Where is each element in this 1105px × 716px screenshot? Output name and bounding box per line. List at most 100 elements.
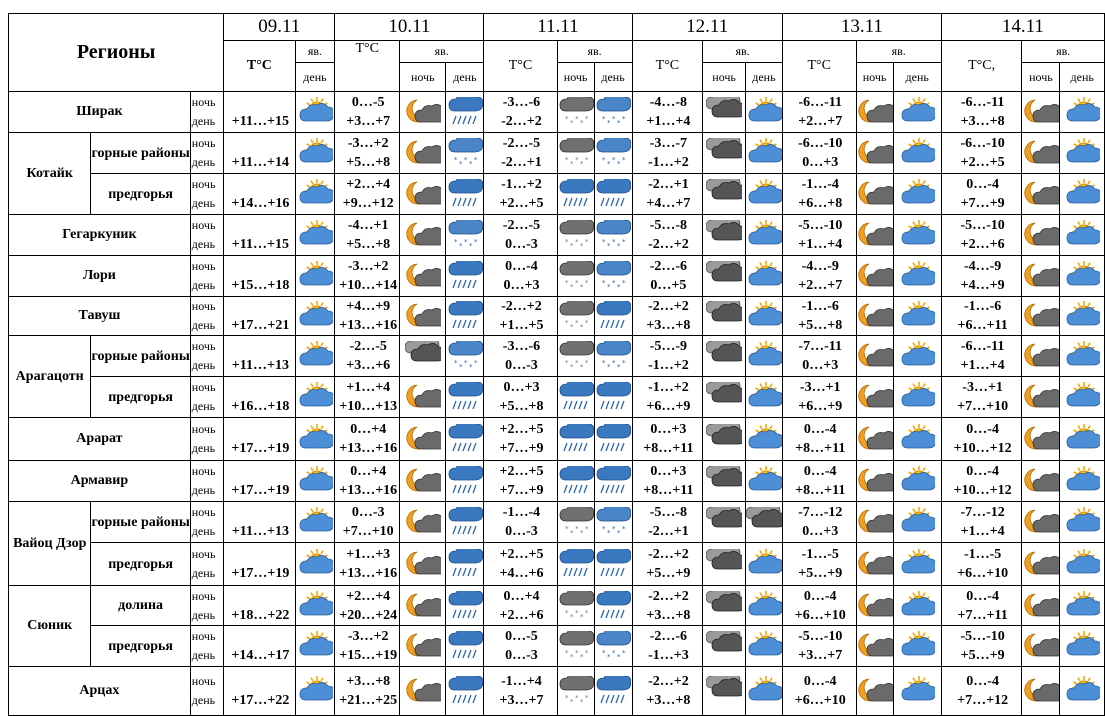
temp-day-d1: +10…+13 — [339, 399, 398, 414]
day-weather-icon-d1: * * * * * — [445, 132, 485, 174]
temp-night-d5: -1…-6 — [963, 299, 1002, 314]
svg-text:*: * — [617, 363, 621, 371]
night-weather-icon-d3 — [702, 255, 746, 297]
temp-d0: +17…+19 — [223, 542, 296, 586]
temp-night-d5: 0…-4 — [966, 588, 999, 604]
svg-text:*: * — [585, 525, 589, 533]
temp-day-d4: 0…+3 — [802, 358, 839, 373]
day-weather-icon-d5 — [1059, 417, 1105, 461]
night-day-labels: ночь день — [189, 666, 225, 716]
temp-night-d1: +3…+8 — [346, 674, 391, 689]
svg-text:*: * — [575, 694, 579, 702]
temp-d2: -3…-6 -2…+2 — [483, 91, 558, 133]
night-label: ночь — [191, 505, 216, 519]
svg-text:*: * — [459, 363, 463, 371]
temp-day-d3: +4…+7 — [646, 196, 691, 211]
night-weather-icon-d5 — [1021, 214, 1061, 256]
night-weather-icon-d1 — [399, 255, 447, 297]
svg-text:*: * — [570, 119, 574, 127]
night-weather-icon-d4 — [855, 417, 894, 461]
temp-d2: -2…+2 +1…+5 — [483, 296, 558, 336]
svg-text:*: * — [580, 529, 584, 537]
svg-text:*: * — [622, 525, 626, 533]
temp-day-d1: +10…+14 — [339, 278, 398, 293]
temp-d5: 0…-4 +10…+12 — [940, 417, 1023, 461]
day-header-1: день — [445, 62, 485, 92]
night-day-labels: ночь день — [189, 542, 225, 586]
temp-night-d1: +4…+9 — [346, 299, 391, 314]
temp-night-d2: -1…+2 — [501, 177, 542, 192]
regions-header: Регионы — [7, 13, 225, 92]
night-weather-icon-d5 — [1021, 255, 1061, 297]
day-label: день — [191, 524, 216, 538]
night-weather-icon-d1 — [399, 460, 447, 502]
temp-day-d0: +17…+22 — [231, 693, 290, 708]
temp-d5: -6…-10 +2…+5 — [940, 132, 1023, 174]
svg-text:*: * — [585, 319, 589, 327]
temp-day-d3: -1…+2 — [648, 155, 689, 170]
svg-text:*: * — [570, 242, 574, 250]
temp-d2: -2…-5 -2…+1 — [483, 132, 558, 174]
night-day-labels: ночь день — [189, 255, 225, 297]
table-row: Котайк горные районы ночь день +11…+14 -3…+2… — [7, 132, 1105, 215]
svg-text:*: * — [565, 238, 569, 246]
temp-night-d1: -3…+2 — [347, 629, 389, 644]
region-name: Арагацотн — [7, 335, 92, 418]
table-row: Тавуш ночь день +17…+21 +4…+9 +13…+16 -2…+2 +1… — [8, 296, 1105, 336]
night-weather-icon-d1 — [399, 666, 447, 716]
temp-night-d3: -4…-8 — [649, 95, 688, 110]
temp-d3: -5…-8 -2…+1 — [631, 501, 704, 543]
temp-night-d0 — [226, 378, 294, 397]
table-row: Арарат ночь день +17…+19 0…+4 +13…+16 +2…+5 +7… — [8, 417, 1105, 461]
day-weather-icon-d4 — [892, 666, 942, 716]
svg-text:*: * — [612, 279, 616, 287]
weather-icon-d0 — [294, 173, 336, 215]
temp-night-d0 — [226, 587, 294, 606]
night-label: ночь — [191, 136, 216, 150]
temp-night-d5: -6…-11 — [960, 339, 1005, 354]
night-weather-icon-d4 — [855, 460, 894, 502]
svg-text:*: * — [585, 649, 589, 657]
day-weather-icon-d3 — [744, 417, 783, 461]
forecast-table: Регионы 09.11 10.11 11.11 12.11 13.11 14.11 T°… — [7, 13, 1105, 716]
temp-day-d0: +17…+21 — [231, 318, 290, 333]
day-label: день — [191, 607, 216, 622]
day-weather-icon-d1 — [445, 666, 485, 716]
svg-text:*: * — [602, 359, 606, 367]
temp-day-d3: +6…+9 — [646, 399, 691, 414]
night-day-labels: ночь день — [189, 214, 225, 256]
temp-d5: 0…-4 +7…+9 — [940, 173, 1023, 215]
day-label: день — [191, 358, 216, 372]
temp-night-d5: -7…-12 — [960, 505, 1005, 520]
temp-night-d4: -1…-4 — [801, 177, 839, 192]
temp-night-d3: -5…-8 — [649, 505, 688, 520]
temp-d4: -7…-12 0…+3 — [781, 501, 857, 543]
temp-d2: +2…+5 +4…+6 — [483, 542, 558, 586]
night-weather-icon-d1 — [399, 585, 447, 626]
weather-icon-d0 — [294, 585, 336, 626]
day-weather-icon-d1 — [445, 417, 485, 461]
phen-header-0: яв. — [294, 40, 336, 63]
temp-d1: 0…+4 +13…+16 — [334, 460, 401, 502]
temp-day-d5: +7…+11 — [957, 607, 1008, 623]
temp-header-0: T°C — [223, 40, 296, 92]
temp-day-d4: +5…+9 — [798, 566, 843, 581]
weather-icon-d0 — [294, 666, 336, 716]
svg-text:*: * — [612, 238, 616, 246]
region-name: Гегаркуник — [8, 214, 191, 256]
temp-day-d0: +14…+16 — [231, 196, 290, 211]
temp-night-d3: 0…+3 — [650, 464, 687, 479]
svg-text:*: * — [575, 359, 579, 367]
temp-night-d4: -7…-11 — [798, 339, 843, 354]
svg-text:*: * — [622, 238, 626, 246]
temp-d1: -2…-5 +3…+6 — [334, 335, 401, 377]
temp-day-d0: +18…+22 — [231, 607, 290, 623]
day-label: день — [191, 483, 216, 497]
temp-d2: -3…-6 0…-3 — [483, 335, 558, 377]
temp-night-d3: -5…-8 — [649, 218, 688, 233]
temp-day-d3: +8…+11 — [643, 441, 694, 456]
temp-d2: 0…+3 +5…+8 — [483, 376, 558, 418]
temp-d1: -3…+2 +10…+14 — [334, 255, 401, 297]
svg-text:*: * — [565, 609, 569, 617]
day-weather-icon-d2: * * * * * — [593, 501, 633, 543]
